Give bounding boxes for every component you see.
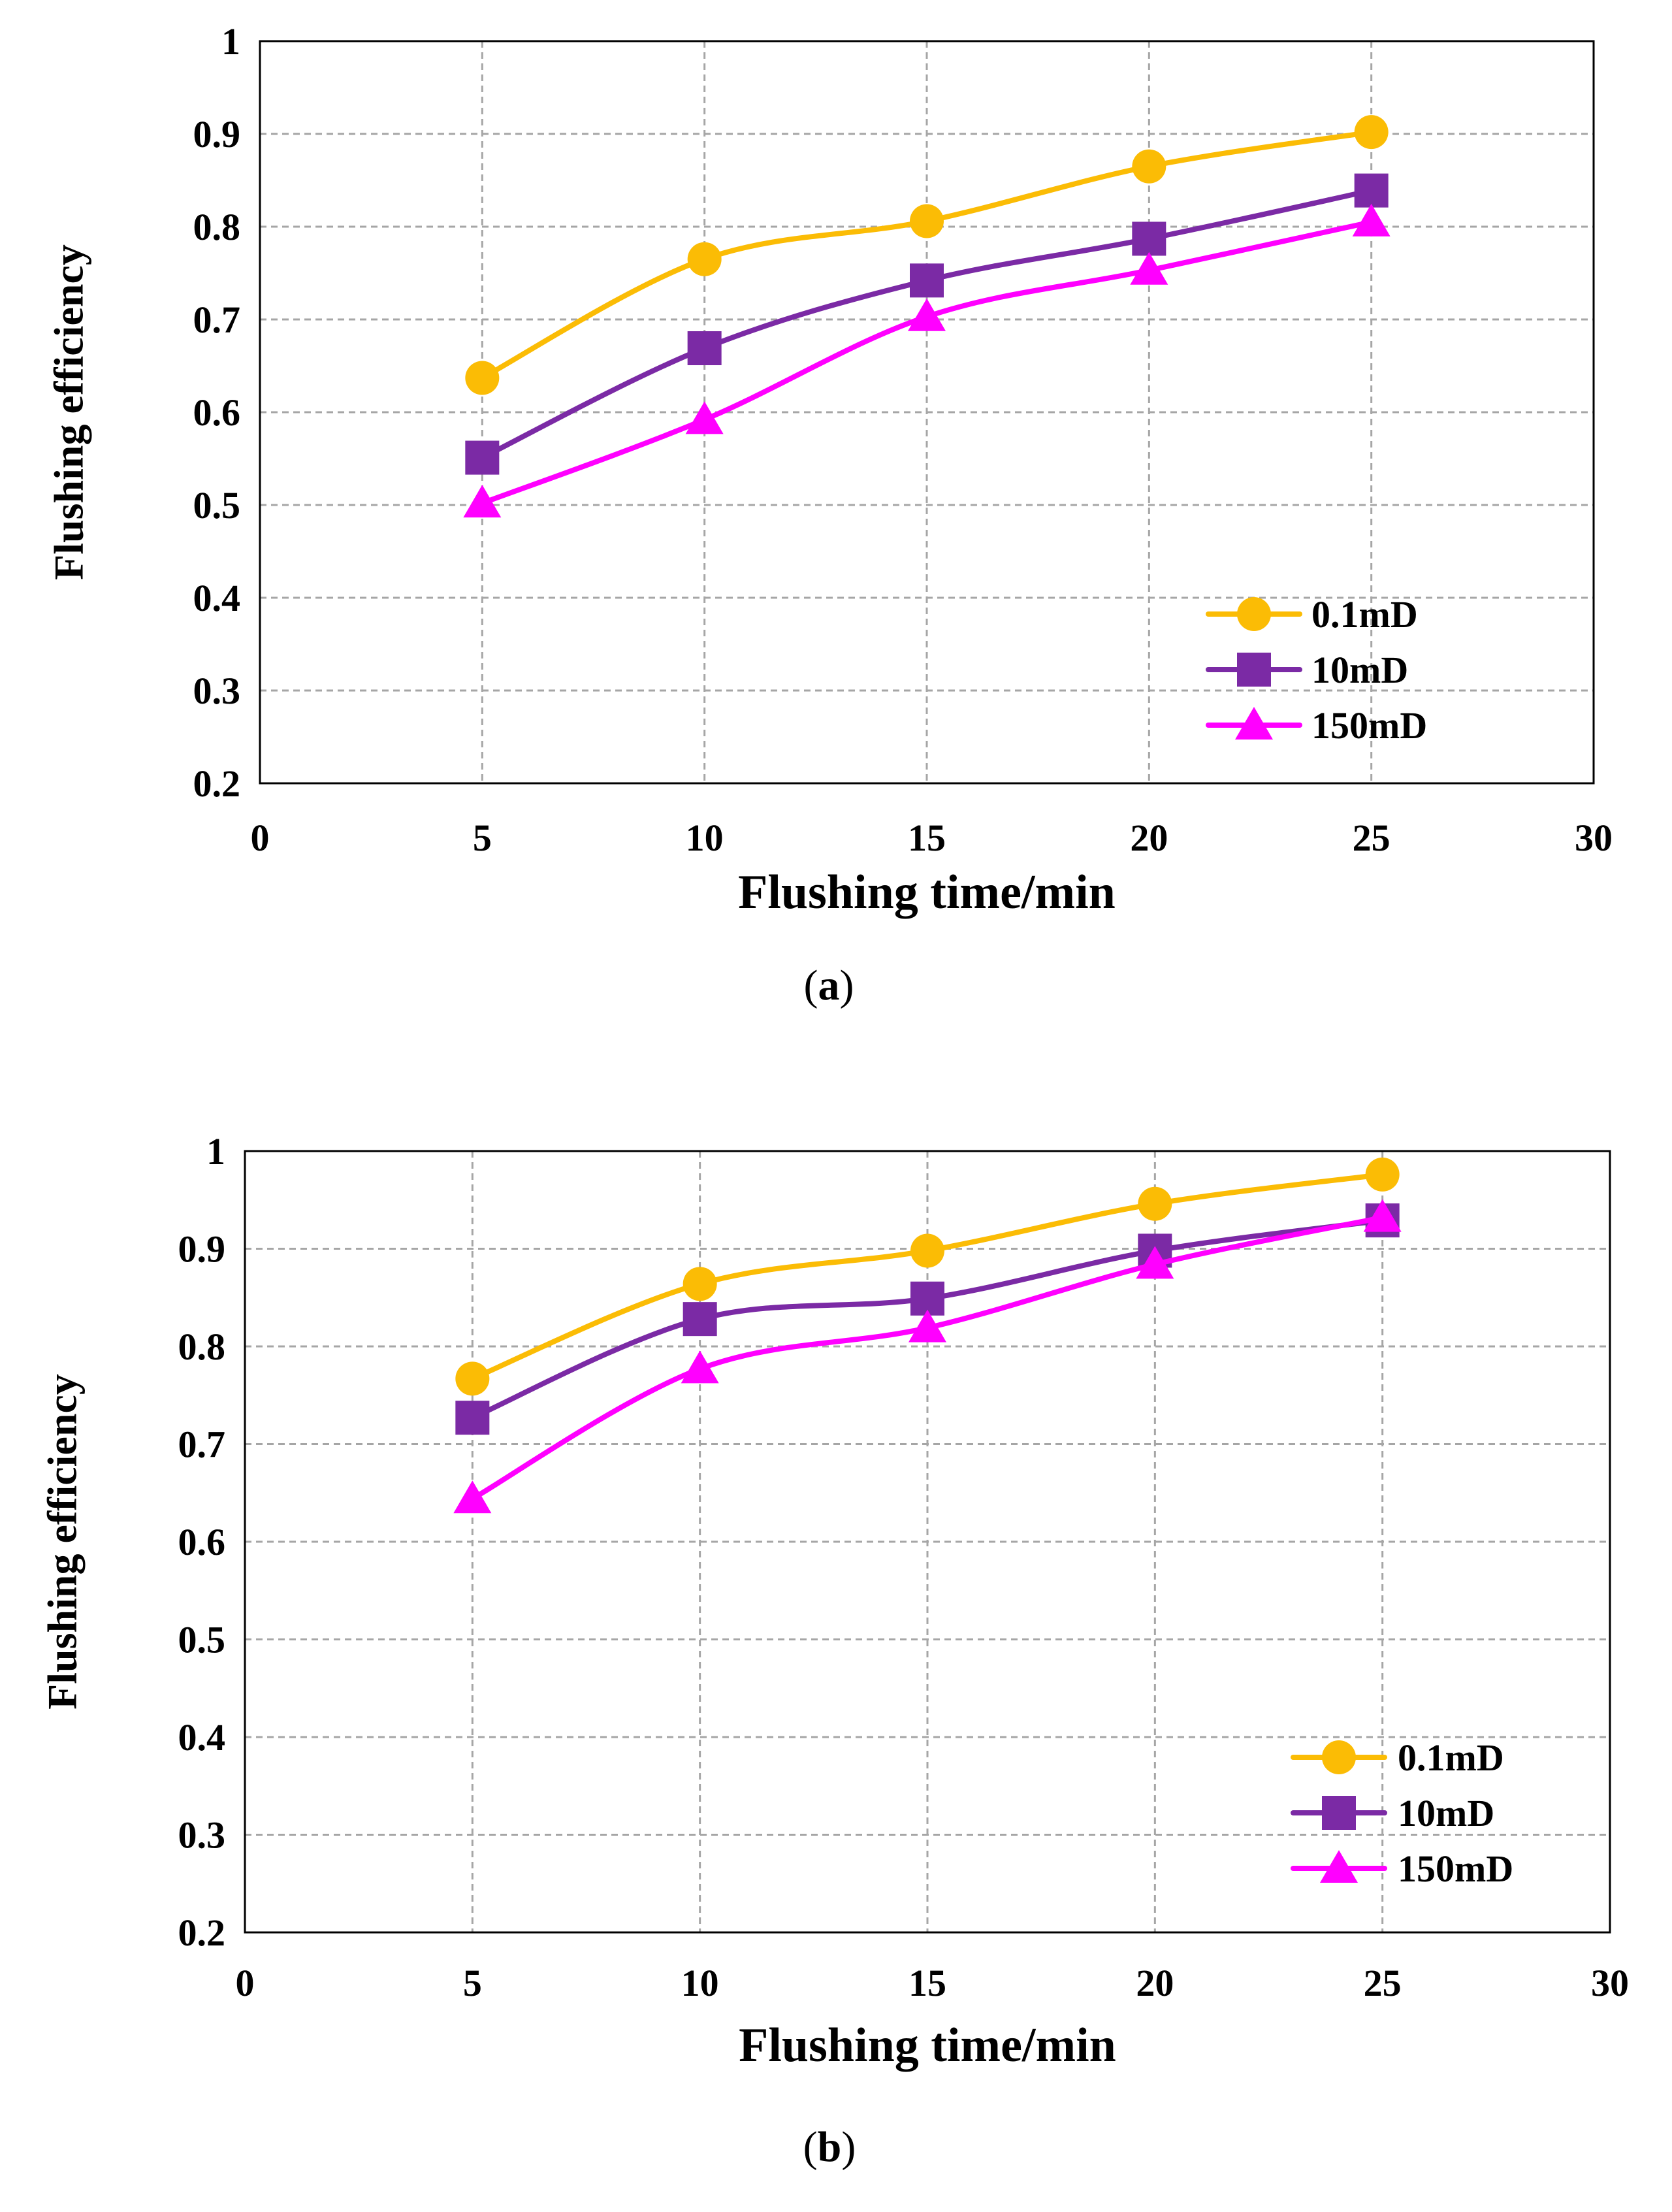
chart-panel-a: 0 5 10 15 20 25 30 0.2 0.3 0.4 0.5 0.6 0.7 0.8 0.9 1 Flu…	[46, 20, 1613, 1009]
legend-entry: 0.1mD	[1206, 593, 1418, 636]
x-tick-label: 0	[236, 1962, 255, 2004]
series-150mD	[453, 1199, 1402, 1514]
data-point-circle	[910, 1233, 944, 1268]
series-0.1mD	[455, 1157, 1400, 1396]
x-tick-label: 25	[1364, 1962, 1402, 2004]
legend-marker-square	[1322, 1796, 1356, 1830]
x-tick-label: 15	[908, 1962, 946, 2004]
x-axis-title: Flushing time/min	[738, 866, 1116, 919]
data-point-circle	[1138, 1186, 1172, 1221]
data-point-triangle	[1130, 252, 1168, 285]
data-point-circle	[465, 361, 500, 395]
y-tick-label: 0.2	[193, 762, 241, 805]
data-point-square	[1354, 173, 1389, 208]
legend-entry: 10mD	[1206, 649, 1408, 691]
series-150mD	[463, 203, 1391, 518]
legend-label: 10mD	[1398, 1792, 1494, 1834]
x-tick-label: 20	[1130, 817, 1168, 859]
plot-frame	[244, 1150, 1611, 1934]
series-0.1mD	[465, 115, 1389, 395]
data-point-square	[1132, 221, 1166, 256]
y-tick-label: 0.9	[178, 1228, 226, 1271]
x-tick-label: 5	[463, 1962, 482, 2004]
legend-entry: 10mD	[1291, 1792, 1494, 1834]
data-point-square	[910, 263, 944, 298]
legend-marker-circle	[1237, 597, 1271, 631]
y-tick-label: 0.8	[193, 206, 241, 248]
legend-marker-circle	[1322, 1740, 1356, 1774]
y-tick-label: 0.5	[178, 1619, 226, 1661]
data-point-circle	[683, 1267, 717, 1301]
legend-label: 0.1mD	[1398, 1736, 1504, 1779]
y-axis-title: Flushing efficiency	[39, 1374, 86, 1710]
y-tick-label: 0.5	[193, 484, 241, 527]
y-tick-label: 1	[221, 20, 240, 63]
legend-marker-square	[1237, 653, 1271, 687]
legend-label: 150mD	[1398, 1847, 1513, 1890]
data-point-triangle	[1136, 1246, 1174, 1279]
y-tick-label: 0.6	[178, 1521, 226, 1563]
series-10mD	[465, 173, 1389, 475]
x-tick-label: 0	[251, 817, 270, 859]
x-tick-label: 30	[1591, 1962, 1629, 2004]
data-point-triangle	[908, 298, 946, 331]
y-tick-label: 0.7	[178, 1423, 226, 1466]
legend-label: 0.1mD	[1311, 593, 1418, 636]
y-axis-title: Flushing efficiency	[46, 244, 92, 580]
plot-frame	[259, 40, 1595, 785]
x-tick-label: 15	[908, 817, 946, 859]
panel-caption: (a)	[804, 962, 854, 1009]
y-tick-label: 0.6	[193, 391, 241, 434]
data-point-triangle	[908, 1309, 946, 1342]
data-point-circle	[455, 1361, 490, 1396]
data-point-circle	[1354, 115, 1389, 150]
x-tick-label: 20	[1136, 1962, 1174, 2004]
legend-entry: 0.1mD	[1291, 1736, 1504, 1779]
y-tick-label: 0.2	[178, 1911, 226, 1954]
data-point-triangle	[1352, 203, 1391, 236]
x-tick-label: 5	[473, 817, 492, 859]
y-tick-label: 0.7	[193, 299, 241, 341]
y-tick-label: 0.3	[193, 670, 241, 712]
legend-label: 10mD	[1311, 649, 1408, 691]
y-tick-label: 1	[206, 1130, 225, 1173]
y-tick-label: 0.4	[178, 1716, 226, 1759]
y-tick-label: 0.9	[193, 113, 241, 155]
data-point-triangle	[681, 1350, 719, 1384]
data-point-triangle	[453, 1480, 492, 1514]
legend-label: 150mD	[1311, 704, 1427, 747]
y-tick-label: 0.3	[178, 1814, 226, 1857]
data-point-triangle	[463, 485, 502, 518]
legend-marker-triangle	[1235, 707, 1273, 740]
y-tick-label: 0.4	[193, 577, 241, 619]
x-axis-title: Flushing time/min	[739, 2019, 1116, 2072]
legend-entry: 150mD	[1206, 704, 1427, 747]
legend-entry: 150mD	[1291, 1847, 1513, 1890]
x-tick-label: 10	[681, 1962, 719, 2004]
data-point-square	[455, 1401, 490, 1435]
x-tick-label: 10	[686, 817, 724, 859]
panel-caption: (b)	[803, 2123, 856, 2171]
data-point-circle	[910, 204, 944, 238]
data-point-square	[687, 331, 722, 366]
x-tick-label: 30	[1575, 817, 1613, 859]
data-point-triangle	[685, 401, 724, 434]
y-tick-label: 0.8	[178, 1326, 226, 1368]
data-point-square	[465, 440, 500, 475]
data-point-triangle	[1363, 1199, 1402, 1232]
legend-marker-triangle	[1320, 1850, 1358, 1883]
data-point-circle	[1365, 1157, 1400, 1192]
data-point-circle	[687, 242, 722, 276]
x-tick-label: 25	[1353, 817, 1391, 859]
chart-panel-b: 0 5 10 15 20 25 30 0.2 0.3 0.4 0.5 0.6 0.7 0.8 0.9 1 Flu…	[39, 1130, 1630, 2171]
data-point-square	[683, 1302, 717, 1337]
data-point-circle	[1132, 149, 1166, 184]
